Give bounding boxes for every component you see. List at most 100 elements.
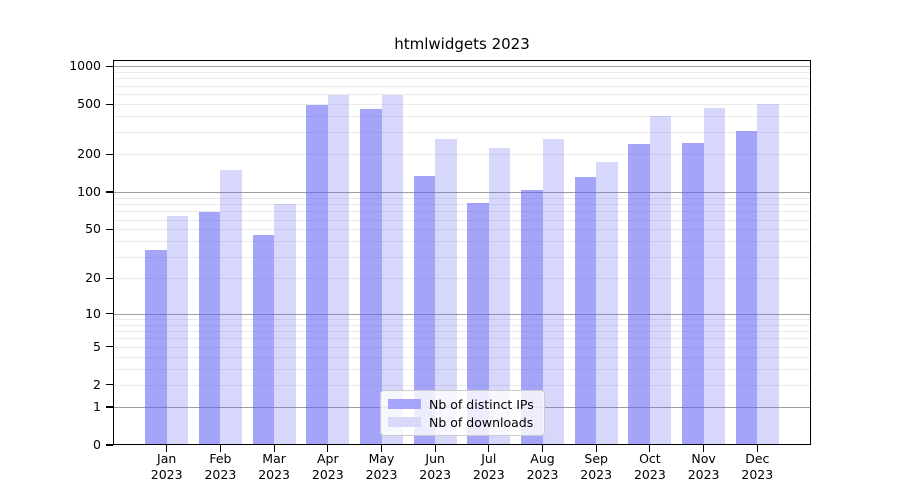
bar-nb-of-downloads-jun [435,138,457,445]
y-tick-label-0: 0 [93,437,101,452]
x-tick-may [380,445,383,452]
x-tick-label-jul: Jul 2023 [472,451,505,482]
bar-nb-of-distinct-ips-may [360,109,382,445]
x-tick-nov [703,445,705,452]
y-tick-label-20: 20 [85,270,101,286]
gridline-minor-3 [113,369,811,370]
legend-swatch-downloads [388,416,421,428]
y-tick-label-500: 500 [77,96,101,112]
y-tick-label-1000: 1000 [69,58,101,74]
gridline-minor-60 [113,219,811,221]
gridline-minor-90 [113,197,811,199]
gridline-minor-50 [113,229,811,231]
bar-nb-of-distinct-ips-nov [682,143,704,445]
gridline-minor-500 [113,104,811,106]
bar-nb-of-distinct-ips-sep [574,176,597,445]
bar-nb-of-distinct-ips-oct [628,144,650,445]
gridline-minor-2 [113,384,811,386]
y-tick-50 [106,228,113,230]
y-tick-1 [106,406,113,408]
x-tick-jan [166,445,168,452]
y-tick-label-50: 50 [85,221,101,237]
y-tick-500 [106,103,113,105]
bar-nb-of-downloads-mar [274,204,296,445]
gridline-minor-8 [113,324,811,326]
bar-nb-of-downloads-oct [649,115,672,445]
legend-label-distinct-ips: Nb of distinct IPs [429,396,534,412]
gridline-minor-9 [113,318,811,320]
x-tick-label-apr: Apr 2023 [311,451,344,482]
gridline-minor-400 [113,116,811,118]
bar-nb-of-downloads-sep [596,161,618,445]
bar-nb-of-distinct-ips-jul [467,202,489,445]
bar-nb-of-distinct-ips-mar [252,235,275,445]
x-tick-label-oct: Oct 2023 [633,451,666,482]
gridline-minor-900 [113,72,811,73]
y-tick-5 [106,346,113,348]
x-tick-label-aug: Aug 2023 [526,451,559,482]
gridline-major-1000 [113,66,811,68]
y-tick-200 [106,153,113,155]
bar-nb-of-distinct-ips-dec [735,131,758,445]
gridline-major-10 [113,313,811,315]
x-tick-mar [273,445,275,452]
x-tick-apr [327,445,329,452]
y-tick-0 [106,444,113,446]
gridline-minor-20 [113,278,811,280]
y-tick-label-5: 5 [93,338,101,354]
bar-nb-of-downloads-jan [166,216,189,445]
gridline-minor-30 [113,256,811,258]
legend-row-downloads: Nb of downloads [388,414,536,431]
gridline-major-100 [113,192,811,193]
gridline-minor-300 [113,132,811,134]
y-tick-label-1: 1 [93,399,101,414]
gridline-minor-800 [113,78,811,80]
y-tick-2 [106,384,113,386]
x-tick-label-sep: Sep 2023 [580,451,613,482]
y-tick-label-100: 100 [77,184,101,199]
legend-label-downloads: Nb of downloads [429,414,534,430]
x-tick-sep [595,445,597,452]
legend-swatch-distinct-ips [388,398,421,410]
gridline-minor-4 [113,356,811,358]
bar-nb-of-distinct-ips-jan [145,250,167,445]
bar-nb-of-distinct-ips-jun [413,175,436,445]
gridline-minor-5 [113,346,811,348]
bar-nb-of-downloads-jul [488,147,511,445]
x-tick-aug [541,445,544,452]
x-tick-label-mar: Mar 2023 [258,451,290,482]
y-tick-label-2: 2 [93,376,101,392]
x-tick-feb [219,445,221,452]
bar-nb-of-downloads-may [381,95,403,445]
bar-nb-of-downloads-apr [327,95,350,445]
gridline-minor-200 [113,154,811,156]
x-tick-oct [649,445,651,452]
gridline-minor-600 [113,94,811,96]
legend: Nb of distinct IPs Nb of downloads [380,390,545,436]
x-tick-jun [434,445,436,452]
x-tick-jul [488,445,490,452]
bar-nb-of-distinct-ips-apr [306,104,328,445]
bar-nb-of-downloads-dec [757,104,779,445]
x-tick-dec [756,445,758,452]
y-tick-label-10: 10 [85,305,101,321]
x-tick-label-jun: Jun 2023 [419,451,452,482]
y-tick-label-200: 200 [77,146,101,162]
x-tick-label-may: May 2023 [365,451,398,482]
gridline-minor-70 [113,211,811,213]
bar-nb-of-distinct-ips-aug [521,190,543,445]
x-tick-label-nov: Nov 2023 [687,451,720,482]
y-tick-10 [106,312,113,315]
legend-row-distinct-ips: Nb of distinct IPs [388,396,536,413]
x-tick-label-feb: Feb 2023 [204,451,237,482]
x-tick-label-jan: Jan 2023 [150,451,183,482]
chart-title: htmlwidgets 2023 [394,35,530,53]
gridline-minor-40 [113,241,811,243]
gridline-minor-6 [113,338,811,340]
bar-nb-of-downloads-nov [703,108,726,445]
y-tick-1000 [106,65,113,67]
y-tick-100 [106,191,113,193]
gridline-minor-700 [113,85,811,87]
y-tick-20 [106,277,113,279]
